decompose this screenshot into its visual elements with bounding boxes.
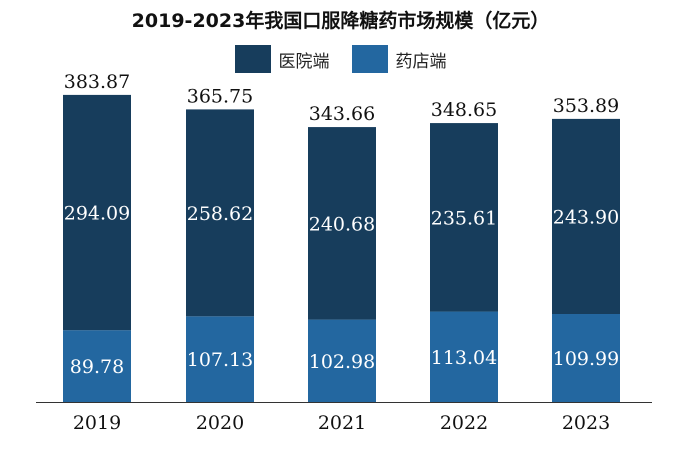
chart-legend: 医院端 药店端 <box>0 45 681 73</box>
data-label-hospital-2020: 258.62 <box>187 203 253 225</box>
bar-hospital-2023 <box>552 118 620 315</box>
legend-label-pharmacy: 药店端 <box>395 51 447 72</box>
x-tick-label-2022: 2022 <box>440 412 488 434</box>
bar-hospital-2022 <box>430 123 498 312</box>
data-label-hospital-2022: 235.61 <box>431 207 497 229</box>
total-label-2022: 348.65 <box>431 99 497 121</box>
bar-pharmacy-2019 <box>63 330 131 402</box>
bar-pharmacy-2021 <box>308 319 376 402</box>
data-label-hospital-2021: 240.68 <box>309 213 375 235</box>
legend-swatch-hospital <box>234 45 271 73</box>
bar-hospital-2020 <box>186 109 254 317</box>
chart-title: 2019-2023年我国口服降糖药市场规模（亿元） <box>131 10 550 32</box>
bar-hospital-2019 <box>63 94 131 331</box>
legend-item-hospital: 医院端 <box>234 45 330 73</box>
data-label-pharmacy-2019: 89.78 <box>70 356 124 378</box>
x-tick-label-2021: 2021 <box>318 412 366 434</box>
bar-pharmacy-2022 <box>430 311 498 402</box>
total-label-2020: 365.75 <box>187 85 253 107</box>
data-label-pharmacy-2022: 113.04 <box>431 347 497 369</box>
data-label-pharmacy-2021: 102.98 <box>309 351 375 373</box>
x-tick-label-2020: 2020 <box>196 412 244 434</box>
x-tick-label-2019: 2019 <box>73 412 121 434</box>
data-label-hospital-2019: 294.09 <box>64 203 130 225</box>
total-label-2023: 353.89 <box>553 95 619 117</box>
x-tick-label-2023: 2023 <box>562 412 610 434</box>
legend-item-pharmacy: 药店端 <box>351 45 447 73</box>
data-label-hospital-2023: 243.90 <box>553 206 619 228</box>
legend-label-hospital: 医院端 <box>278 51 330 72</box>
data-label-pharmacy-2020: 107.13 <box>187 349 253 371</box>
total-label-2019: 383.87 <box>64 71 130 93</box>
total-label-2021: 343.66 <box>309 103 375 125</box>
legend-swatch-pharmacy <box>351 45 388 73</box>
bar-pharmacy-2023 <box>552 314 620 402</box>
data-label-pharmacy-2023: 109.99 <box>553 348 619 370</box>
bar-pharmacy-2020 <box>186 316 254 402</box>
bar-hospital-2021 <box>308 127 376 320</box>
